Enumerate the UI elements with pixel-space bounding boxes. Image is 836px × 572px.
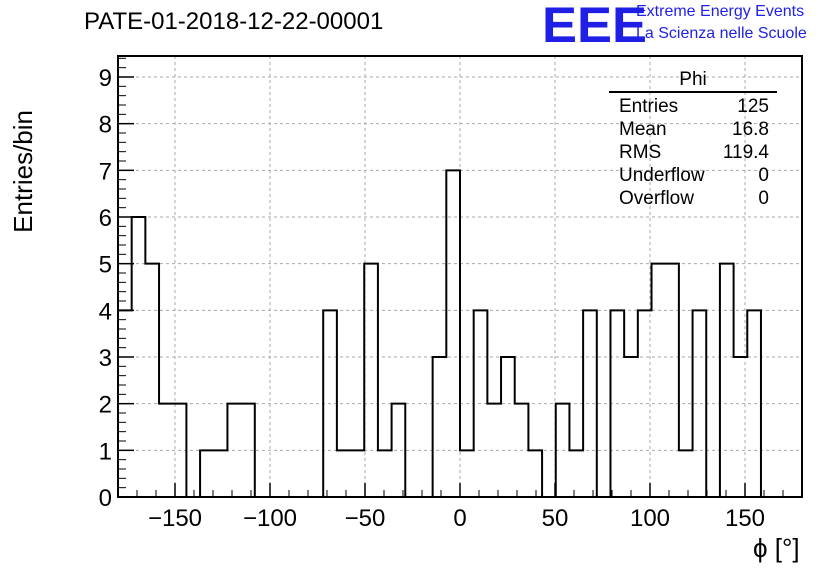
y-tick-label: 9	[99, 65, 112, 92]
x-tick-label: −100	[243, 505, 297, 532]
eee-logo: EEE	[542, 0, 648, 53]
y-tick-label: 5	[99, 252, 112, 279]
y-tick-label: 4	[99, 298, 112, 325]
y-tick-label: 7	[99, 158, 112, 185]
y-tick-label: 1	[99, 438, 112, 465]
stats-box-name: Phi	[609, 70, 777, 93]
x-tick-label: 150	[725, 505, 765, 532]
histogram-step-line	[118, 169, 802, 498]
x-tick-label: −50	[345, 505, 386, 532]
axis-ticks	[117, 57, 803, 498]
axis-tick-labels: −150 −100 −50 0 50 100 150 0 1 2 3 4 5 6 7 8 9	[99, 65, 765, 532]
y-tick-label: 2	[99, 392, 112, 419]
stats-row-rms: RMS 119.4	[619, 142, 769, 163]
logo-line-2: La Scienza nelle Scuole	[636, 25, 807, 42]
stats-box: Phi Entries 125 Mean 16.8 RMS 119.4 Underfl…	[609, 70, 777, 210]
x-tick-label: 50	[542, 505, 569, 532]
x-tick-label: 100	[630, 505, 670, 532]
x-tick-label: 0	[453, 505, 466, 532]
y-tick-label: 6	[99, 205, 112, 232]
stats-row-mean: Mean 16.8	[619, 119, 769, 140]
x-tick-label: −150	[148, 505, 202, 532]
stats-row-underflow: Underflow 0	[619, 165, 769, 186]
chart-title: PATE-01-2018-12-22-00001	[84, 8, 384, 35]
stats-row-overflow: Overflow 0	[619, 188, 769, 209]
y-tick-label: 0	[99, 485, 112, 512]
x-axis-label: ϕ [°]	[753, 533, 800, 563]
y-tick-label: 3	[99, 345, 112, 372]
stats-row-entries: Entries 125	[619, 96, 769, 117]
logo-line-1: Extreme Energy Events	[636, 3, 805, 20]
y-tick-label: 8	[99, 112, 112, 139]
